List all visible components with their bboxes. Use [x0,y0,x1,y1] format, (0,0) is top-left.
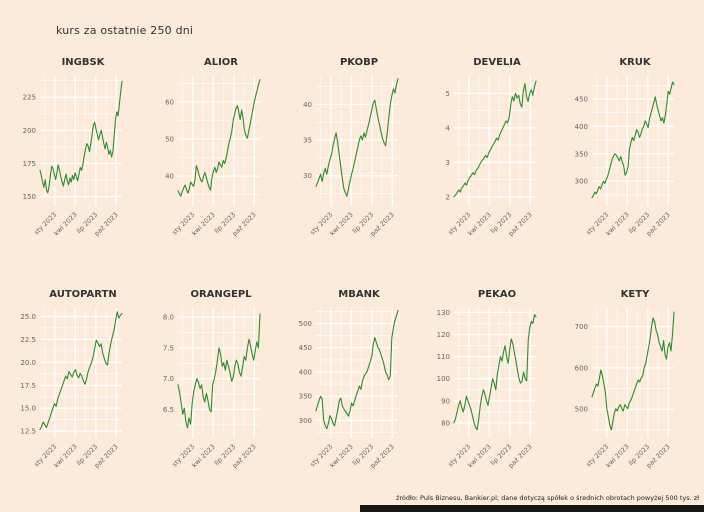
chart-kety: KETY 500 600 700 sty 2023 kwi 2023 lip 2023 pa… [562,288,698,476]
svg-text:90: 90 [441,397,450,405]
chart-title: PKOBP [339,57,379,68]
svg-text:25.0: 25.0 [20,313,36,321]
svg-text:5: 5 [446,90,450,98]
chart-ingbsk: INGBSK 150 175 200 225 sty 2023 kwi 2023 lip 2… [10,56,146,244]
figure-title: kurs za ostatnie 250 dni [56,24,194,37]
svg-text:40: 40 [303,101,312,109]
svg-text:17.5: 17.5 [20,382,36,390]
svg-text:60: 60 [165,98,174,106]
chart-alior: ALIOR 40 50 60 sty 2023 kwi 2023 lip 2023 paź … [148,56,284,244]
svg-text:3: 3 [446,159,450,167]
svg-text:350: 350 [299,393,312,401]
chart-title: PEKAO [477,289,517,300]
svg-text:40: 40 [165,173,174,181]
chart-develia: DEVELIA 2 3 4 5 sty 2023 kwi 2023 lip 2023 paź … [424,56,560,244]
chart-pkobp: PKOBP 30 35 40 sty 2023 kwi 2023 lip 2023 paź … [286,56,422,244]
chart-mbank: MBANK 300 350 400 450 500 sty 2023 kwi 2023 lip… [286,288,422,476]
svg-text:450: 450 [575,96,588,104]
charts-grid: INGBSK 150 175 200 225 sty 2023 kwi 2023 lip 2… [10,56,698,476]
svg-text:400: 400 [299,369,312,377]
chart-title: AUTOPARTN [49,289,117,300]
svg-text:130: 130 [437,309,450,317]
svg-text:7.5: 7.5 [163,345,174,353]
svg-text:225: 225 [23,94,36,102]
svg-text:450: 450 [299,344,312,352]
svg-text:600: 600 [575,364,588,372]
chart-title: KRUK [619,57,651,68]
chart-title: INGBSK [61,57,105,68]
svg-text:12.5: 12.5 [20,428,36,436]
svg-text:300: 300 [299,417,312,425]
svg-text:110: 110 [437,353,450,361]
svg-text:500: 500 [575,406,588,414]
footer-bar [360,505,704,512]
chart-title: ORANGEPL [190,289,252,300]
svg-text:100: 100 [437,375,450,383]
svg-text:50: 50 [165,136,174,144]
source-note: źródło: Puls Biznesu, Bankier.pl; dane d… [395,494,699,502]
chart-title: ALIOR [203,57,239,68]
svg-text:350: 350 [575,150,588,158]
svg-text:8.0: 8.0 [163,314,174,322]
svg-text:150: 150 [23,193,36,201]
svg-text:6.5: 6.5 [163,406,174,414]
svg-text:2: 2 [446,193,450,201]
svg-text:35: 35 [303,137,312,145]
svg-text:400: 400 [575,123,588,131]
chart-title: MBANK [338,289,380,300]
svg-text:15.0: 15.0 [20,405,36,413]
svg-text:4: 4 [446,124,451,132]
chart-orangepl: ORANGEPL 6.5 7.0 7.5 8.0 sty 2023 kwi 2023 lip… [148,288,284,476]
svg-text:200: 200 [23,127,36,135]
svg-text:7.0: 7.0 [163,375,174,383]
svg-text:175: 175 [23,160,36,168]
chart-pekao: PEKAO 80 90 100 110 120 130 sty 2023 kwi 2023 li… [424,288,560,476]
svg-text:120: 120 [437,331,450,339]
chart-kruk: KRUK 300 350 400 450 sty 2023 kwi 2023 lip 202… [562,56,698,244]
chart-title: KETY [620,289,650,300]
svg-text:80: 80 [441,419,450,427]
svg-text:22.5: 22.5 [20,336,36,344]
svg-text:700: 700 [575,323,588,331]
chart-autopartn: AUTOPARTN 12.5 15.0 17.5 20.0 22.5 25.0 sty 20… [10,288,146,476]
chart-title: DEVELIA [473,57,521,68]
svg-text:20.0: 20.0 [20,359,36,367]
svg-text:30: 30 [303,172,312,180]
svg-text:500: 500 [299,320,312,328]
svg-text:300: 300 [575,178,588,186]
